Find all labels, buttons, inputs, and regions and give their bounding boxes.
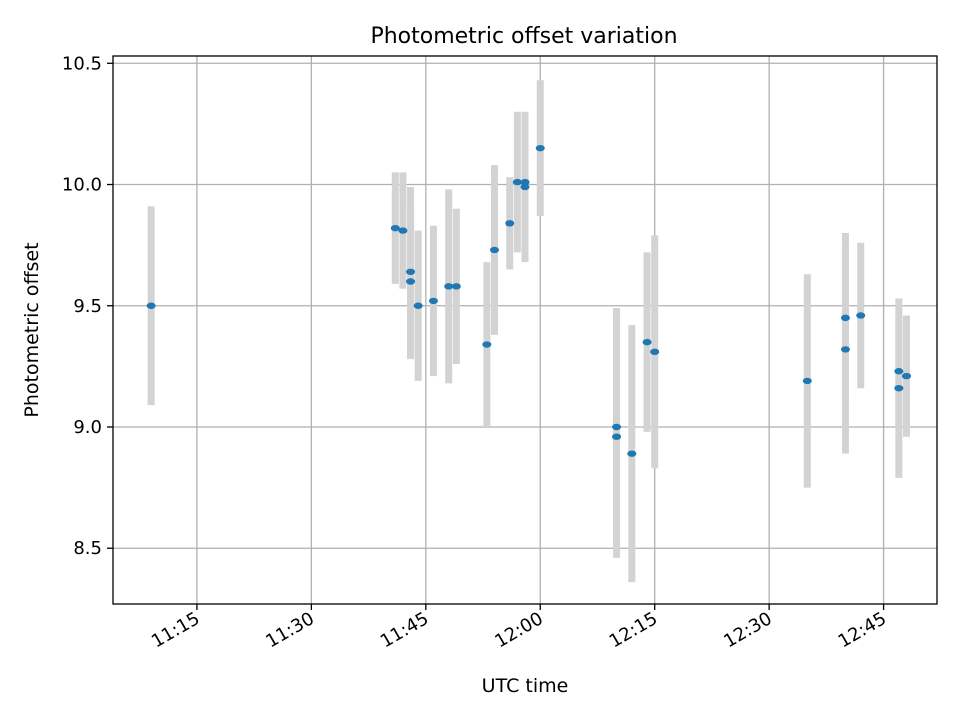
x-tick-label: 11:15 [148,608,203,652]
data-point [612,423,622,431]
data-point [390,224,400,232]
data-point [642,338,652,346]
data-point [489,246,499,254]
y-tick-label: 10.0 [62,175,102,196]
x-tick-label: 12:00 [491,608,546,652]
data-point [520,183,530,191]
x-tick-label: 11:30 [262,608,317,652]
data-point [146,302,156,309]
data-point [482,341,492,348]
data-point [901,372,911,380]
x-tick-label: 12:45 [835,608,890,652]
plot-frame [112,55,938,605]
data-point [406,268,416,276]
data-point [520,178,530,186]
tick-layer: 11:15 11:30 11:45 12:00 12:15 12:30 12:45 8.5 9.… [62,53,890,652]
data-point [406,278,416,285]
data-point [894,368,904,375]
x-tick-label: 11:45 [377,608,432,652]
data-point [627,450,637,457]
data-point [428,297,438,305]
data-point [535,144,545,152]
data-point [444,283,454,290]
data-layer [146,80,911,583]
data-point [840,346,850,353]
data-point [398,227,408,234]
chart-title: Photometric offset variation [370,24,677,49]
y-tick-label: 9.0 [73,417,102,438]
y-tick-label: 9.5 [73,296,102,317]
x-tick-label: 12:15 [606,608,661,652]
x-tick-label: 12:30 [720,608,775,652]
y-axis-label: Photometric offset [21,242,43,417]
data-point [512,178,522,186]
data-point [894,384,904,392]
data-point [856,312,866,319]
y-tick-label: 10.5 [62,53,102,74]
data-point [451,283,461,290]
data-point [802,377,812,385]
data-point [650,348,660,356]
data-point [505,220,515,227]
data-point [413,302,423,309]
y-tick-label: 8.5 [73,538,102,559]
x-axis-label: UTC time [482,675,569,697]
data-point [840,314,850,322]
data-point [612,433,622,440]
